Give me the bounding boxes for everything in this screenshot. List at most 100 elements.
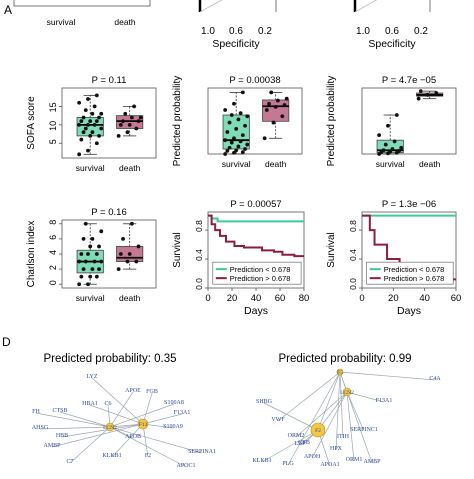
gene-node: APOA1 [320,462,339,468]
gene-node: KLKB1 [102,453,121,459]
data-point [232,150,236,155]
gene-node: HBB [56,433,68,439]
data-point [240,90,245,95]
data-point [79,119,84,124]
roc-axis-label: Specificity [368,38,416,50]
x-tick-label: 20 [227,293,238,304]
y-axis-label: Survival [172,232,183,268]
data-point [83,108,88,113]
data-point [234,126,239,131]
roc-tick-left: 1.0 [201,26,215,37]
gene-node: ORM1 [346,457,363,463]
gene-node: C4A [429,376,441,382]
y-tick-label: 0.4 [348,249,358,261]
legend-entry: Prediction > 0.678 [230,274,291,283]
data-point [136,119,141,124]
gene-node: SERPINA1 [188,449,216,455]
x-tick-label: survival [222,159,251,169]
network-edge [109,426,187,468]
data-point [123,111,128,116]
data-point [229,140,234,145]
data-point [232,136,236,141]
legend-entry: Prediction < 0.678 [384,265,445,274]
data-point [129,115,134,120]
x-tick-label: 40 [251,293,262,304]
x-tick-label: 20 [388,293,399,304]
data-point [77,259,82,264]
roc-panel-1: 1.0 0.6 0.2 Specificity [198,0,277,50]
box-panel-3: P = 4.7e −05 Predicted probability surviva… [326,75,457,169]
data-point [79,137,84,142]
gene-node: F2 [145,453,151,459]
legend-box [366,261,454,285]
gene-node: FGB [146,389,158,395]
data-point [394,113,399,117]
gene-node: F13A1 [174,410,191,416]
data-point [83,126,88,131]
x-tick-label: 40 [419,293,430,304]
data-point [92,259,97,264]
gene-node: CTSB [52,408,67,414]
gene-node: APOH [304,454,321,460]
hub-label: LCN2 [340,390,354,396]
data-point [97,244,101,249]
data-point [262,136,267,141]
p-value-label: P = 1.3e −06 [382,199,436,210]
data-point [77,152,82,157]
data-point [132,104,137,109]
y-tick-label: 8 [48,220,58,225]
gene-node: CTB [298,440,310,446]
data-point [273,104,278,109]
network-edge [142,423,149,458]
hub-label: F13 [139,422,148,428]
data-point [225,148,230,153]
network-edge [61,423,144,438]
network-edge [51,423,144,448]
gene-node: AHSG [32,425,49,431]
hub-node [137,418,149,430]
data-point [284,96,289,101]
data-point [81,130,86,135]
data-point [99,126,104,131]
y-tick-label: 10 [48,121,58,131]
data-point [245,114,250,119]
data-point [280,114,285,119]
x-axis-label: Days [244,305,268,317]
data-point [399,145,404,150]
plot-frame [61,87,157,159]
gene-node: HBA1 [82,401,98,407]
data-point [77,282,82,287]
panel-d-label: D [2,335,11,349]
data-point [94,141,99,146]
gene-node: APOE [125,388,141,394]
data-point [425,93,430,97]
network-edge [335,371,341,451]
p-value-label: P = 0.11 [92,75,127,86]
data-point [390,147,395,151]
y-tick-label: 0.0 [194,278,204,290]
y-axis-label: Survival [326,232,337,268]
data-point [116,133,121,138]
y-tick-label: 15 [48,102,58,112]
network-edge [346,391,355,462]
data-point [418,89,423,94]
gene-node: HPX [330,446,343,452]
gene-node: VWF [271,417,285,423]
p-value-label: P = 0.00057 [230,199,281,210]
hub-node [310,422,326,438]
panel-d: D Predicted probability: 0.35 Predicted … [2,335,441,469]
hub-label: F5 [337,370,343,376]
x-tick-label: death [419,159,441,169]
gene-node: LYZ [86,374,97,380]
data-point [129,221,134,226]
data-point [134,126,139,131]
data-point [434,91,439,95]
data-point [83,221,88,226]
data-point [223,108,228,112]
data-point [88,133,93,138]
network-edge [111,423,144,458]
roc-diagonal [199,0,223,13]
y-axis-label: Charlson index [26,221,37,288]
